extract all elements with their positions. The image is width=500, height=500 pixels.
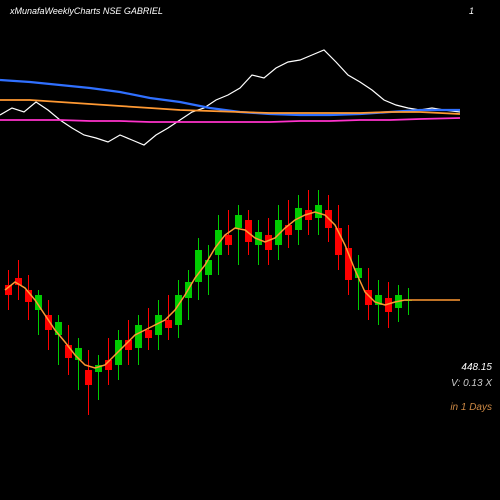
candle-body — [145, 330, 152, 338]
ma-line — [5, 212, 460, 368]
chart-title-right: 1 — [469, 6, 474, 16]
price-label: 448.15 — [450, 360, 492, 376]
volume-label: V: 0.13 X — [450, 376, 492, 392]
candle-body — [315, 205, 322, 218]
blue-line — [0, 80, 460, 115]
chart-area — [0, 20, 460, 500]
white-line — [0, 50, 460, 145]
orange-line — [0, 100, 460, 114]
candle-body — [85, 370, 92, 385]
chart-title-left: xMunafaWeeklyCharts NSE GABRIEL — [10, 6, 163, 16]
days-label: in 1 Days — [450, 400, 492, 416]
candle-body — [175, 295, 182, 325]
candle-body — [135, 325, 142, 348]
magenta-line — [0, 118, 460, 122]
candle-body — [235, 215, 242, 228]
candle-body — [265, 235, 272, 250]
candle-body — [165, 320, 172, 328]
candle-body — [225, 235, 232, 245]
chart-svg — [0, 20, 460, 500]
info-panel: 448.15 V: 0.13 X in 1 Days — [450, 360, 492, 416]
